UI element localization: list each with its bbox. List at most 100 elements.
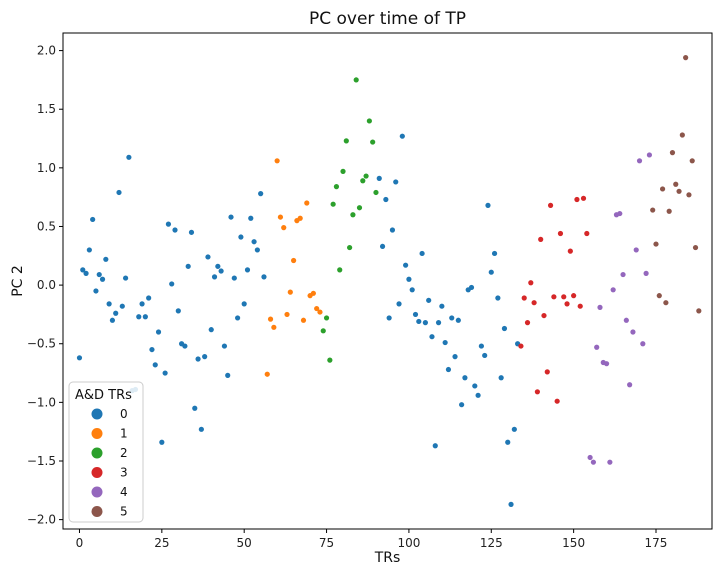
data-point-series-0 [261,274,267,280]
legend-label-1: 1 [120,427,128,441]
data-point-series-2 [370,139,376,145]
data-point-series-1 [304,200,310,206]
data-point-series-2 [360,178,366,184]
data-point-series-0 [159,439,165,445]
data-point-series-0 [119,303,125,309]
data-point-series-0 [393,179,399,185]
data-point-series-3 [538,236,544,242]
y-tick-label: 2.0 [37,44,56,58]
data-point-series-0 [188,229,195,235]
data-point-series-0 [248,215,254,221]
data-point-series-4 [590,459,597,465]
data-point-series-0 [498,375,504,381]
data-point-series-0 [136,314,142,320]
data-point-series-0 [149,346,155,353]
data-point-series-5 [659,186,666,192]
data-point-series-0 [113,310,119,316]
data-point-series-4 [603,361,610,367]
data-point-series-4 [617,210,623,217]
y-tick-label: 1.0 [37,161,56,175]
data-point-series-2 [337,267,343,273]
data-point-series-0 [169,281,175,287]
data-point-series-0 [439,303,445,309]
data-point-series-1 [314,305,320,312]
data-point-series-0 [475,392,481,398]
data-point-series-5 [679,132,685,138]
data-point-series-0 [116,189,122,196]
legend-marker-3 [91,467,103,478]
data-point-series-0 [215,263,221,269]
data-point-series-4 [636,158,643,164]
data-point-series-5 [673,181,679,187]
data-point-series-4 [627,382,633,388]
legend-label-5: 5 [120,505,128,519]
x-axis-ticks: 0 25 50 75 100 125 150 175 [76,529,668,550]
data-point-series-5 [669,150,676,156]
data-point-series-0 [501,325,508,332]
data-point-series-3 [561,294,567,300]
data-point-series-5 [686,192,692,198]
data-point-series-5 [653,241,659,247]
legend-marker-1 [91,428,103,439]
data-point-series-0 [419,250,425,257]
data-point-series-0 [99,276,106,282]
data-point-series-3 [551,294,557,300]
x-tick-label: 175 [645,536,668,550]
data-point-series-0 [505,439,511,445]
data-point-series-0 [208,327,214,333]
data-point-series-5 [676,188,682,194]
data-point-series-0 [218,268,224,274]
data-point-series-0 [109,317,116,323]
data-point-series-3 [534,389,540,395]
x-tick-label: 75 [319,536,334,550]
data-point-series-4 [587,454,593,461]
data-point-series-0 [491,250,498,257]
data-point-series-0 [86,247,92,253]
plot-frame [62,32,713,530]
data-point-series-1 [284,311,290,318]
legend-marker-0 [91,408,103,420]
data-point-series-0 [396,301,402,307]
data-point-series-1 [277,214,284,220]
data-point-series-0 [462,375,468,381]
data-point-series-4 [640,341,646,347]
data-point-series-5 [692,244,699,251]
data-point-series-2 [340,168,346,174]
data-point-series-1 [297,215,303,221]
data-point-series-0 [80,267,86,273]
data-point-series-1 [300,317,307,323]
y-tick-label: 0.5 [37,219,56,233]
data-point-series-5 [696,308,702,314]
data-point-series-2 [373,189,379,196]
data-point-series-0 [383,196,389,203]
x-tick-label: 125 [480,536,503,550]
data-point-series-0 [435,320,442,326]
data-point-series-2 [353,77,359,83]
data-point-series-2 [356,205,363,211]
data-point-series-5 [656,293,662,299]
data-point-series-0 [455,317,461,323]
data-point-series-1 [310,290,316,296]
data-point-series-0 [511,426,517,432]
chart-title: PC over time of TP [309,9,466,29]
data-point-series-0 [508,501,514,507]
legend-label-0: 0 [120,407,128,421]
data-point-series-4 [643,270,649,276]
data-point-series-4 [607,459,613,465]
data-point-series-2 [323,315,330,321]
data-point-series-0 [83,270,89,276]
data-point-series-0 [172,227,178,233]
data-point-series-0 [139,301,145,307]
data-point-series-3 [518,343,524,349]
data-point-series-1 [274,158,280,164]
data-point-series-0 [103,256,109,262]
data-point-series-0 [192,405,198,411]
data-point-series-4 [594,344,600,350]
data-point-series-0 [106,301,112,307]
data-point-series-0 [182,343,188,349]
data-point-series-0 [238,234,244,240]
legend-title: A&D TRs [75,388,132,403]
data-point-series-0 [442,339,448,346]
data-point-series-0 [416,318,422,325]
